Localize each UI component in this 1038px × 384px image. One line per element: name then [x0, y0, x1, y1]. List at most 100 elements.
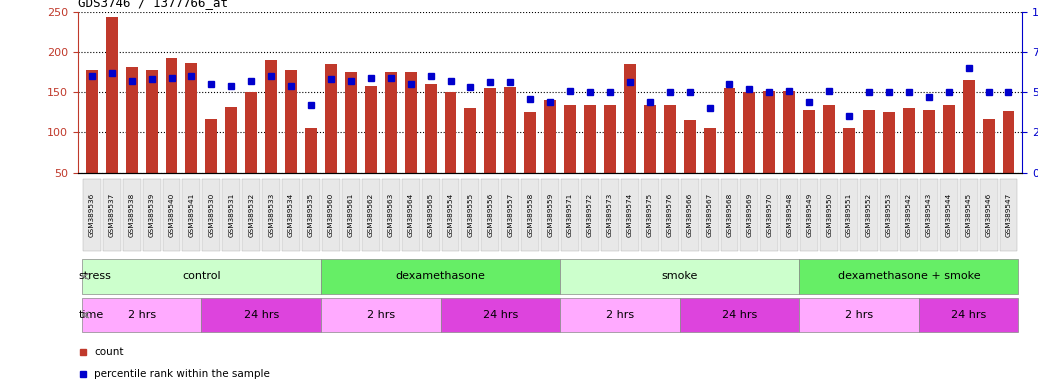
FancyBboxPatch shape — [183, 179, 200, 250]
Text: GSM389563: GSM389563 — [388, 192, 393, 237]
Bar — [405, 72, 416, 213]
Bar — [285, 70, 297, 213]
Text: GSM389543: GSM389543 — [926, 192, 932, 237]
Text: 24 hrs: 24 hrs — [244, 310, 279, 320]
FancyBboxPatch shape — [222, 179, 240, 250]
Text: percentile rank within the sample: percentile rank within the sample — [94, 369, 270, 379]
FancyBboxPatch shape — [82, 259, 321, 294]
FancyBboxPatch shape — [919, 298, 1018, 332]
FancyBboxPatch shape — [402, 179, 419, 250]
Text: GSM389554: GSM389554 — [447, 192, 454, 237]
FancyBboxPatch shape — [382, 179, 400, 250]
Bar — [425, 84, 437, 213]
FancyBboxPatch shape — [761, 179, 778, 250]
Bar — [186, 63, 197, 213]
Bar — [106, 17, 117, 213]
FancyBboxPatch shape — [122, 179, 140, 250]
Text: GSM389544: GSM389544 — [946, 192, 952, 237]
FancyBboxPatch shape — [799, 298, 919, 332]
Text: GSM389553: GSM389553 — [885, 192, 892, 237]
FancyBboxPatch shape — [701, 179, 718, 250]
Text: GSM389552: GSM389552 — [866, 192, 872, 237]
Text: GSM389559: GSM389559 — [547, 192, 553, 237]
FancyBboxPatch shape — [322, 179, 339, 250]
Bar — [903, 108, 914, 213]
FancyBboxPatch shape — [201, 298, 321, 332]
Text: time: time — [78, 310, 104, 320]
Text: GSM389556: GSM389556 — [488, 192, 493, 237]
Bar — [624, 64, 636, 213]
Bar — [704, 128, 715, 213]
Text: GSM389551: GSM389551 — [846, 192, 852, 237]
Text: GSM389573: GSM389573 — [607, 192, 612, 237]
Text: GSM389574: GSM389574 — [627, 192, 633, 237]
Bar — [206, 119, 217, 213]
FancyBboxPatch shape — [561, 298, 680, 332]
Bar — [843, 128, 855, 213]
FancyBboxPatch shape — [440, 298, 561, 332]
Bar — [364, 86, 377, 213]
FancyBboxPatch shape — [861, 179, 878, 250]
Bar — [1003, 111, 1014, 213]
FancyBboxPatch shape — [82, 298, 201, 332]
Bar — [763, 91, 775, 213]
Text: GSM389532: GSM389532 — [248, 192, 254, 237]
Text: GSM389534: GSM389534 — [289, 192, 294, 237]
FancyBboxPatch shape — [820, 179, 838, 250]
Bar — [385, 72, 397, 213]
Bar — [962, 80, 975, 213]
FancyBboxPatch shape — [501, 179, 519, 250]
Bar — [684, 119, 695, 213]
Text: dexamethasone + smoke: dexamethasone + smoke — [838, 271, 980, 281]
Bar — [345, 72, 357, 213]
Text: 24 hrs: 24 hrs — [951, 310, 986, 320]
FancyBboxPatch shape — [202, 179, 220, 250]
Text: GDS3746 / 1377766_at: GDS3746 / 1377766_at — [78, 0, 228, 9]
FancyBboxPatch shape — [661, 179, 679, 250]
FancyBboxPatch shape — [83, 179, 101, 250]
Bar — [485, 88, 496, 213]
FancyBboxPatch shape — [541, 179, 559, 250]
Bar — [923, 110, 935, 213]
Bar — [863, 110, 875, 213]
Bar — [145, 70, 158, 213]
FancyBboxPatch shape — [441, 179, 460, 250]
Text: GSM389536: GSM389536 — [89, 192, 94, 237]
Bar — [464, 108, 476, 213]
Text: GSM389539: GSM389539 — [148, 192, 155, 237]
FancyBboxPatch shape — [840, 179, 858, 250]
FancyBboxPatch shape — [163, 179, 181, 250]
Bar — [126, 67, 138, 213]
Text: GSM389541: GSM389541 — [189, 192, 194, 237]
Text: GSM389550: GSM389550 — [826, 192, 832, 237]
Text: GSM389533: GSM389533 — [268, 192, 274, 237]
Text: dexamethasone: dexamethasone — [395, 271, 486, 281]
Text: GSM389568: GSM389568 — [727, 192, 733, 237]
Bar — [723, 88, 736, 213]
Bar — [524, 112, 537, 213]
Bar — [444, 92, 457, 213]
FancyBboxPatch shape — [562, 179, 579, 250]
FancyBboxPatch shape — [680, 298, 799, 332]
Bar — [943, 105, 955, 213]
FancyBboxPatch shape — [920, 179, 937, 250]
Bar — [265, 60, 277, 213]
Bar — [983, 119, 994, 213]
Text: GSM389555: GSM389555 — [467, 192, 473, 237]
Text: 24 hrs: 24 hrs — [483, 310, 518, 320]
FancyBboxPatch shape — [781, 179, 798, 250]
Bar — [86, 70, 98, 213]
FancyBboxPatch shape — [482, 179, 499, 250]
Text: GSM389570: GSM389570 — [766, 192, 772, 237]
Text: 2 hrs: 2 hrs — [128, 310, 156, 320]
Bar — [743, 92, 756, 213]
FancyBboxPatch shape — [561, 259, 799, 294]
FancyBboxPatch shape — [640, 179, 659, 250]
Bar — [544, 100, 556, 213]
FancyBboxPatch shape — [900, 179, 918, 250]
Text: GSM389572: GSM389572 — [588, 192, 593, 237]
Bar — [823, 105, 836, 213]
Bar — [584, 105, 596, 213]
FancyBboxPatch shape — [142, 179, 161, 250]
Text: GSM389561: GSM389561 — [348, 192, 354, 237]
